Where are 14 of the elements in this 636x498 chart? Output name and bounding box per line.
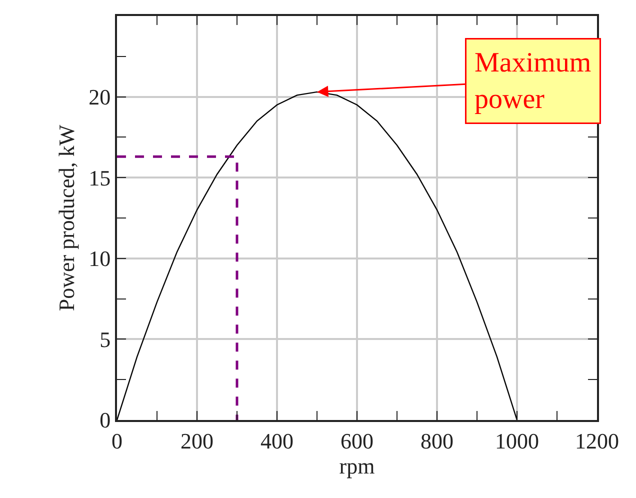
x-axis-title: rpm xyxy=(339,453,375,478)
y-tick-label: 10 xyxy=(88,246,111,272)
y-tick-label: 20 xyxy=(88,84,111,110)
x-tick-label: 1000 xyxy=(495,428,539,454)
y-tick-label: 5 xyxy=(100,326,111,352)
x-tick-label: 400 xyxy=(260,428,294,454)
x-tick-label: 1200 xyxy=(575,428,619,454)
y-tick-label: 0 xyxy=(100,408,111,433)
y-axis-title: Power produced, kW xyxy=(54,124,79,312)
x-tick-label: 200 xyxy=(180,428,214,454)
x-tick-label: 600 xyxy=(340,428,374,454)
x-tick-label: 800 xyxy=(420,428,454,454)
y-tick-label: 15 xyxy=(88,165,111,190)
annotation: Maximum power xyxy=(474,48,592,115)
